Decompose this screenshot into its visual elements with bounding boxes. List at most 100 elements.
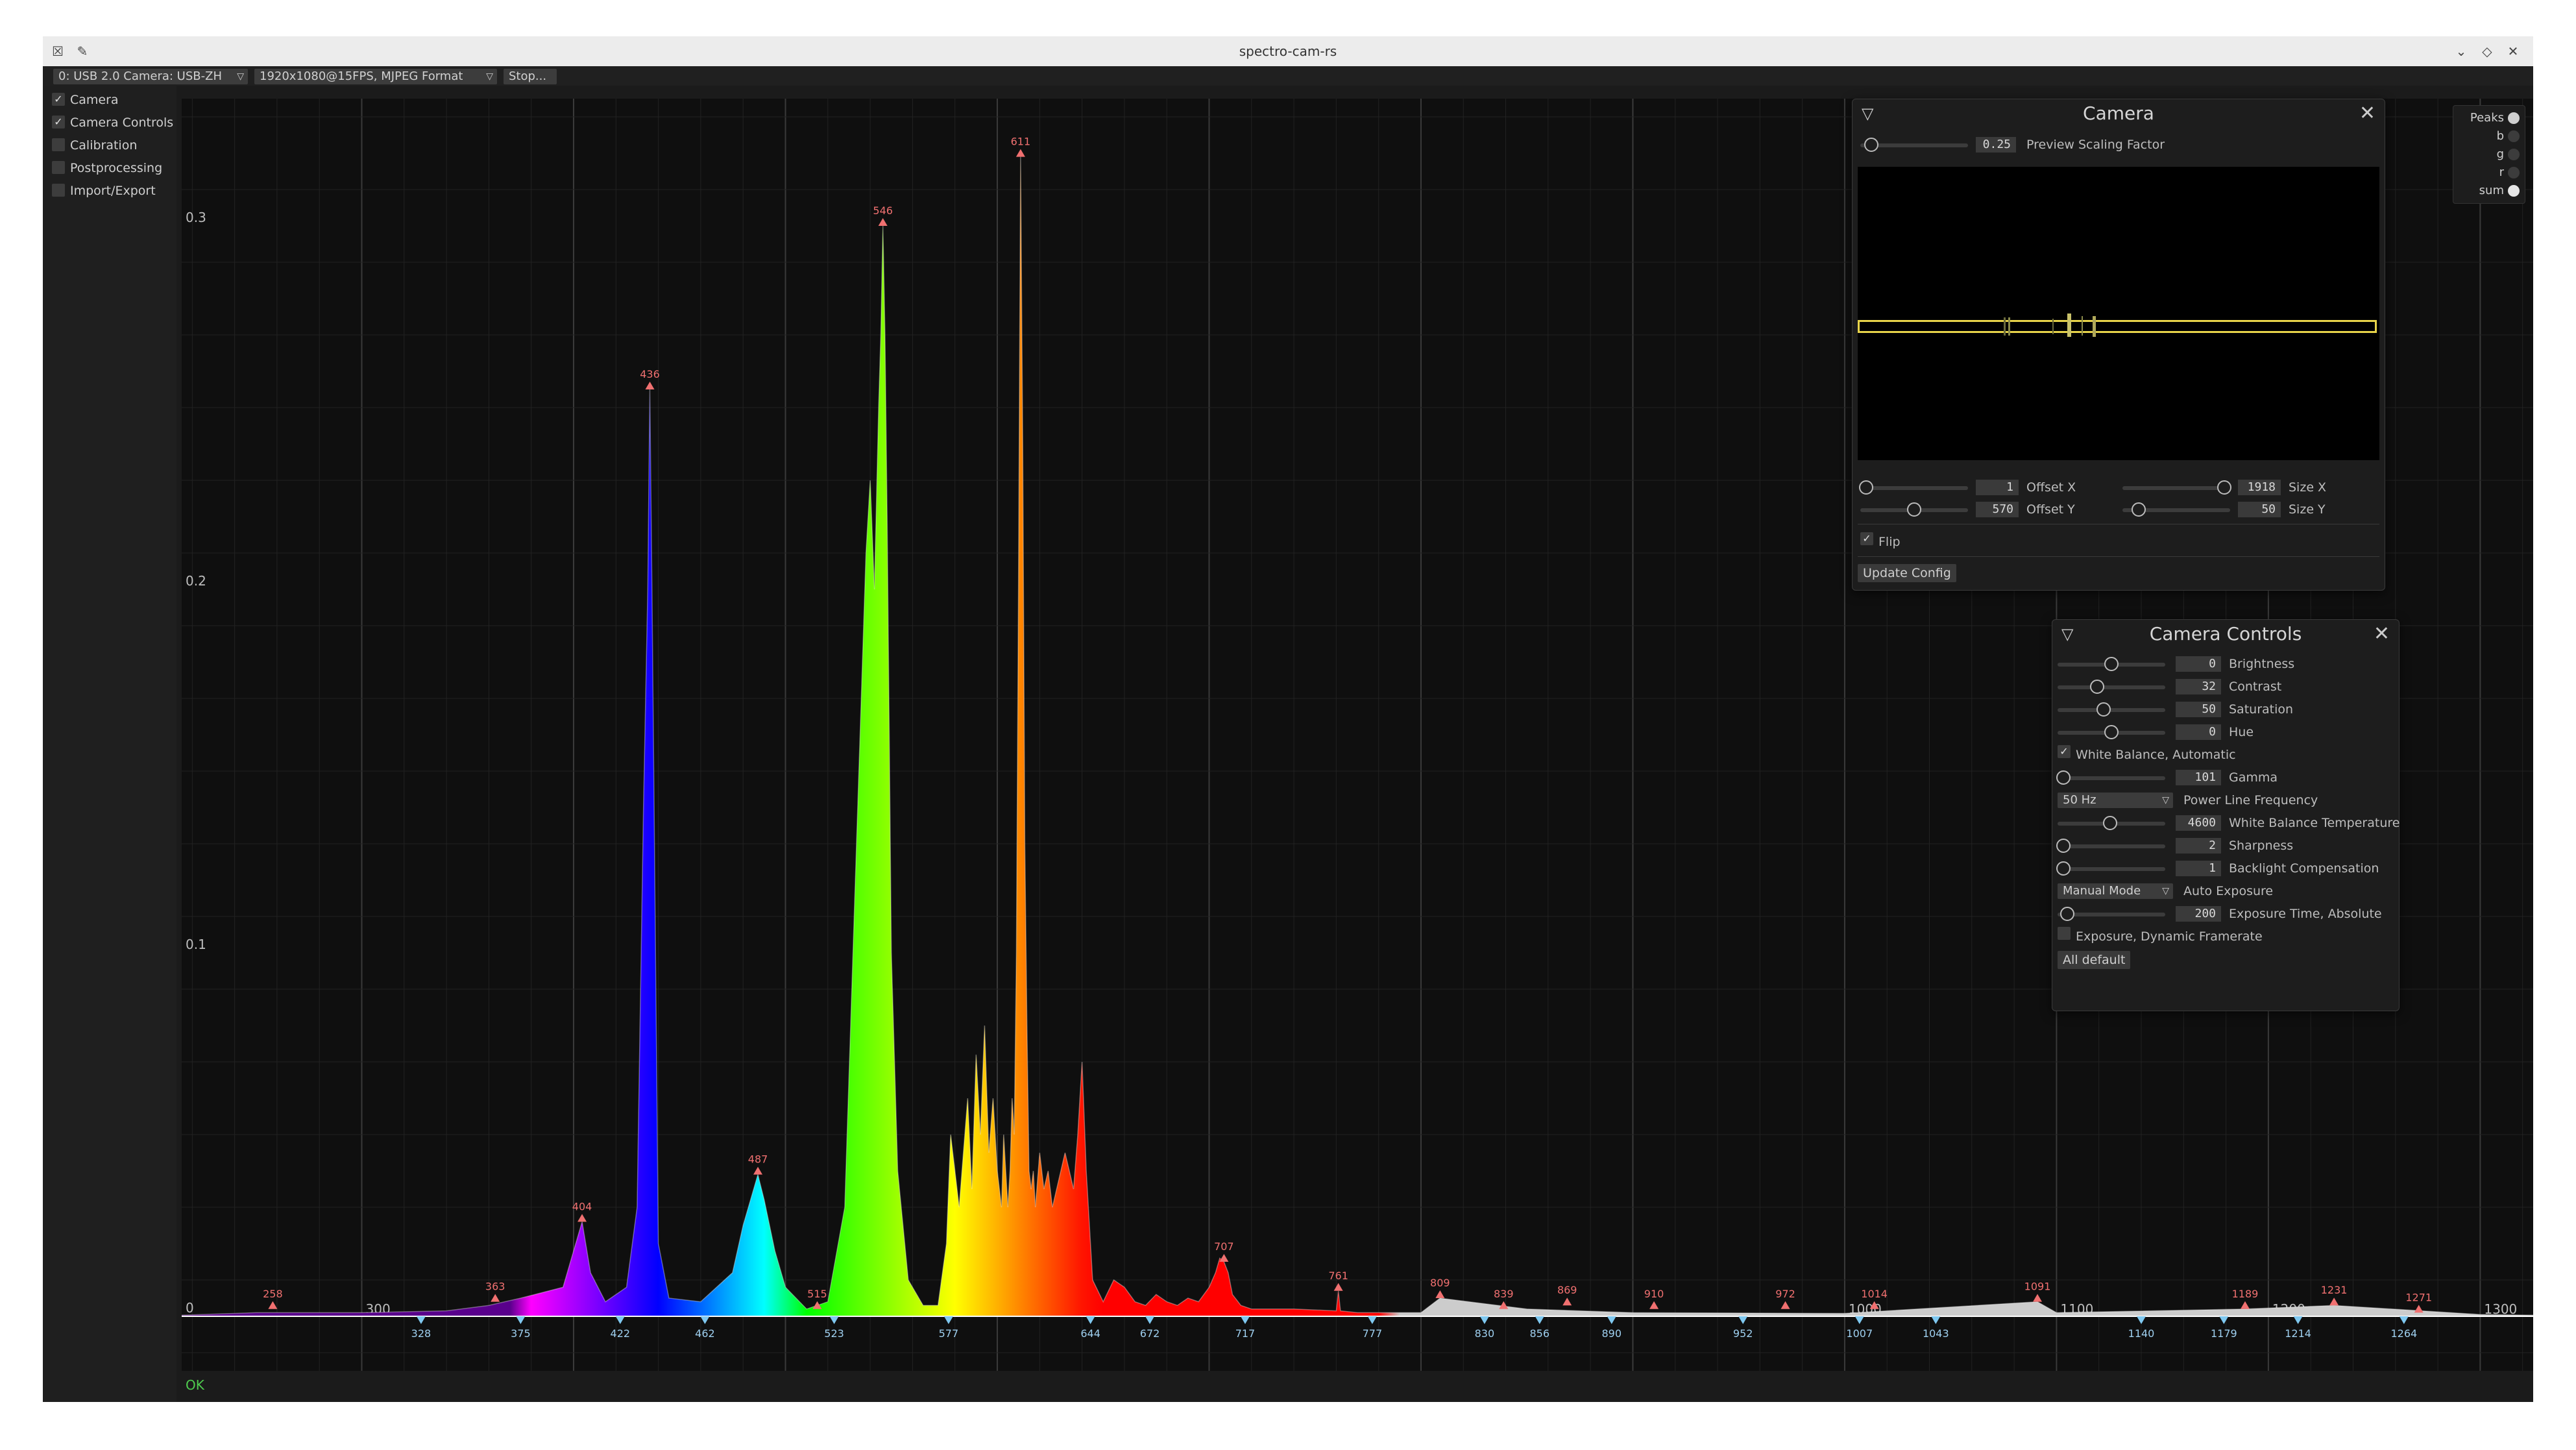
legend-item-b[interactable]: b [2497, 129, 2520, 146]
sidebar-item-camera-controls[interactable]: ✓ Camera Controls [52, 114, 173, 132]
preview-scaling-value[interactable]: 0.25 [1976, 137, 2016, 153]
slider-knob[interactable] [2090, 680, 2104, 694]
sidebar-item-camera[interactable]: ✓ Camera [52, 91, 119, 109]
hue-value[interactable]: 0 [2176, 724, 2221, 740]
slider-knob[interactable] [2132, 502, 2146, 517]
exposure-absolute-slider[interactable] [2058, 907, 2165, 921]
checkbox-icon[interactable] [52, 160, 65, 174]
valley-label: 717 [1235, 1327, 1256, 1340]
collapse-triangle-icon[interactable]: ▽ [1862, 104, 1874, 123]
camera-select[interactable]: 0: USB 2.0 Camera: USB-ZH ▽ [53, 69, 248, 84]
size-x-label: Size X [2289, 480, 2327, 495]
maximize-icon[interactable]: ◇ [2482, 43, 2492, 59]
update-config-button[interactable]: Update Config [1858, 564, 1956, 582]
camera-panel-header[interactable]: ▽ Camera ✕ [1853, 99, 2385, 128]
pin-icon[interactable]: ✎ [77, 43, 88, 59]
legend-item-peaks[interactable]: Peaks [2470, 111, 2520, 128]
checkbox-checked-icon[interactable]: ✓ [52, 115, 65, 129]
slider-knob[interactable] [1907, 502, 1921, 517]
legend-item-sum[interactable]: sum [2479, 184, 2520, 201]
offset-x-value[interactable]: 1 [1976, 480, 2019, 495]
slider-knob[interactable] [2056, 770, 2071, 785]
contrast-value[interactable]: 32 [2176, 679, 2221, 694]
size-y-value[interactable]: 50 [2238, 502, 2281, 517]
slider-knob[interactable] [2104, 725, 2119, 739]
roi-selection-box[interactable] [1858, 320, 2377, 333]
offset-x-slider[interactable] [1859, 480, 1968, 495]
slider-knob[interactable] [2096, 702, 2111, 717]
legend-item-r[interactable]: r [2499, 166, 2520, 182]
minimize-icon[interactable]: ⌄ [2455, 43, 2467, 59]
size-x-value[interactable]: 1918 [2238, 480, 2281, 495]
valley-marker [1367, 1316, 1377, 1324]
legend-item-g[interactable]: g [2497, 147, 2520, 164]
slider-knob[interactable] [2060, 907, 2074, 921]
checkbox-checked-icon[interactable]: ✓ [52, 92, 65, 106]
valley-label: 856 [1530, 1327, 1550, 1340]
auto-exposure-select[interactable]: Manual Mode ▽ [2058, 883, 2173, 899]
sidebar-item-import-export[interactable]: Import/Export [52, 182, 156, 200]
sidebar-item-postprocessing[interactable]: Postprocessing [52, 159, 162, 177]
slider-knob[interactable] [2103, 816, 2117, 830]
hue-slider[interactable] [2058, 725, 2165, 739]
sharpness-slider[interactable] [2056, 839, 2165, 853]
gamma-slider[interactable] [2056, 770, 2165, 785]
saturation-value[interactable]: 50 [2176, 702, 2221, 717]
slider-knob[interactable] [1859, 480, 1873, 495]
offset-y-slider[interactable] [1860, 502, 1968, 517]
slider-knob[interactable] [2056, 839, 2071, 853]
close-icon[interactable]: ✕ [2507, 43, 2519, 59]
backlight-row: 1 Backlight Compensation [2056, 859, 2395, 878]
wb-temperature-value[interactable]: 4600 [2176, 815, 2221, 831]
power-line-select[interactable]: 50 Hz ▽ [2058, 793, 2173, 808]
saturation-slider[interactable] [2058, 702, 2165, 717]
valley-marker [1145, 1316, 1155, 1324]
white-balance-auto-checkbox[interactable]: ✓ White Balance, Automatic [2058, 744, 2395, 764]
peak-label: 487 [748, 1153, 768, 1166]
all-default-button[interactable]: All default [2058, 951, 2131, 969]
close-icon[interactable]: ✕ [2373, 622, 2390, 645]
camera-preview[interactable] [1858, 167, 2379, 460]
checkbox-icon[interactable] [52, 138, 65, 151]
size-y-slider[interactable] [2122, 502, 2230, 517]
chevron-down-icon: ▽ [237, 71, 244, 82]
checkbox-checked-icon[interactable]: ✓ [2058, 744, 2071, 758]
peak-marker [645, 382, 655, 389]
preview-scaling-slider[interactable] [1860, 138, 1968, 152]
sidebar-item-calibration[interactable]: Calibration [52, 136, 137, 154]
slider-knob[interactable] [2217, 480, 2231, 495]
flip-checkbox[interactable]: ✓ Flip [1860, 532, 2055, 551]
backlight-slider[interactable] [2056, 861, 2165, 876]
exposure-dynamic-checkbox[interactable]: Exposure, Dynamic Framerate [2058, 926, 2395, 946]
offset-y-value[interactable]: 570 [1976, 502, 2019, 517]
camera-controls-header[interactable]: ▽ Camera Controls ✕ [2052, 620, 2399, 648]
plot-legend: Peaks b g r sum [2453, 105, 2525, 204]
gamma-row: 101 Gamma [2056, 768, 2395, 787]
legend-label: b [2496, 129, 2504, 143]
valley-label: 328 [411, 1327, 431, 1340]
valley-marker [2137, 1316, 2146, 1324]
slider-knob[interactable] [1864, 138, 1878, 152]
brightness-value[interactable]: 0 [2176, 656, 2221, 672]
contrast-slider[interactable] [2058, 680, 2165, 694]
valley-marker [829, 1316, 839, 1324]
peak-label: 1091 [2024, 1281, 2051, 1293]
slider-knob[interactable] [2104, 657, 2119, 671]
peak-label: 611 [1011, 136, 1031, 148]
gamma-value[interactable]: 101 [2176, 770, 2221, 785]
checkbox-icon[interactable] [2058, 926, 2071, 940]
sharpness-value[interactable]: 2 [2176, 838, 2221, 854]
brightness-slider[interactable] [2058, 657, 2165, 671]
slider-knob[interactable] [2056, 861, 2071, 876]
format-select[interactable]: 1920x1080@15FPS, MJPEG Format ▽ [254, 69, 497, 84]
stop-button[interactable]: Stop... [504, 69, 557, 84]
exposure-absolute-value[interactable]: 200 [2176, 906, 2221, 922]
collapse-triangle-icon[interactable]: ▽ [2061, 625, 2074, 643]
y-tick-label: 0.3 [186, 210, 206, 225]
wb-temperature-slider[interactable] [2058, 816, 2165, 830]
size-x-slider[interactable] [2122, 480, 2231, 495]
checkbox-checked-icon[interactable]: ✓ [1860, 532, 1873, 545]
checkbox-icon[interactable] [52, 183, 65, 197]
backlight-value[interactable]: 1 [2176, 861, 2221, 876]
close-icon[interactable]: ✕ [2359, 102, 2376, 125]
